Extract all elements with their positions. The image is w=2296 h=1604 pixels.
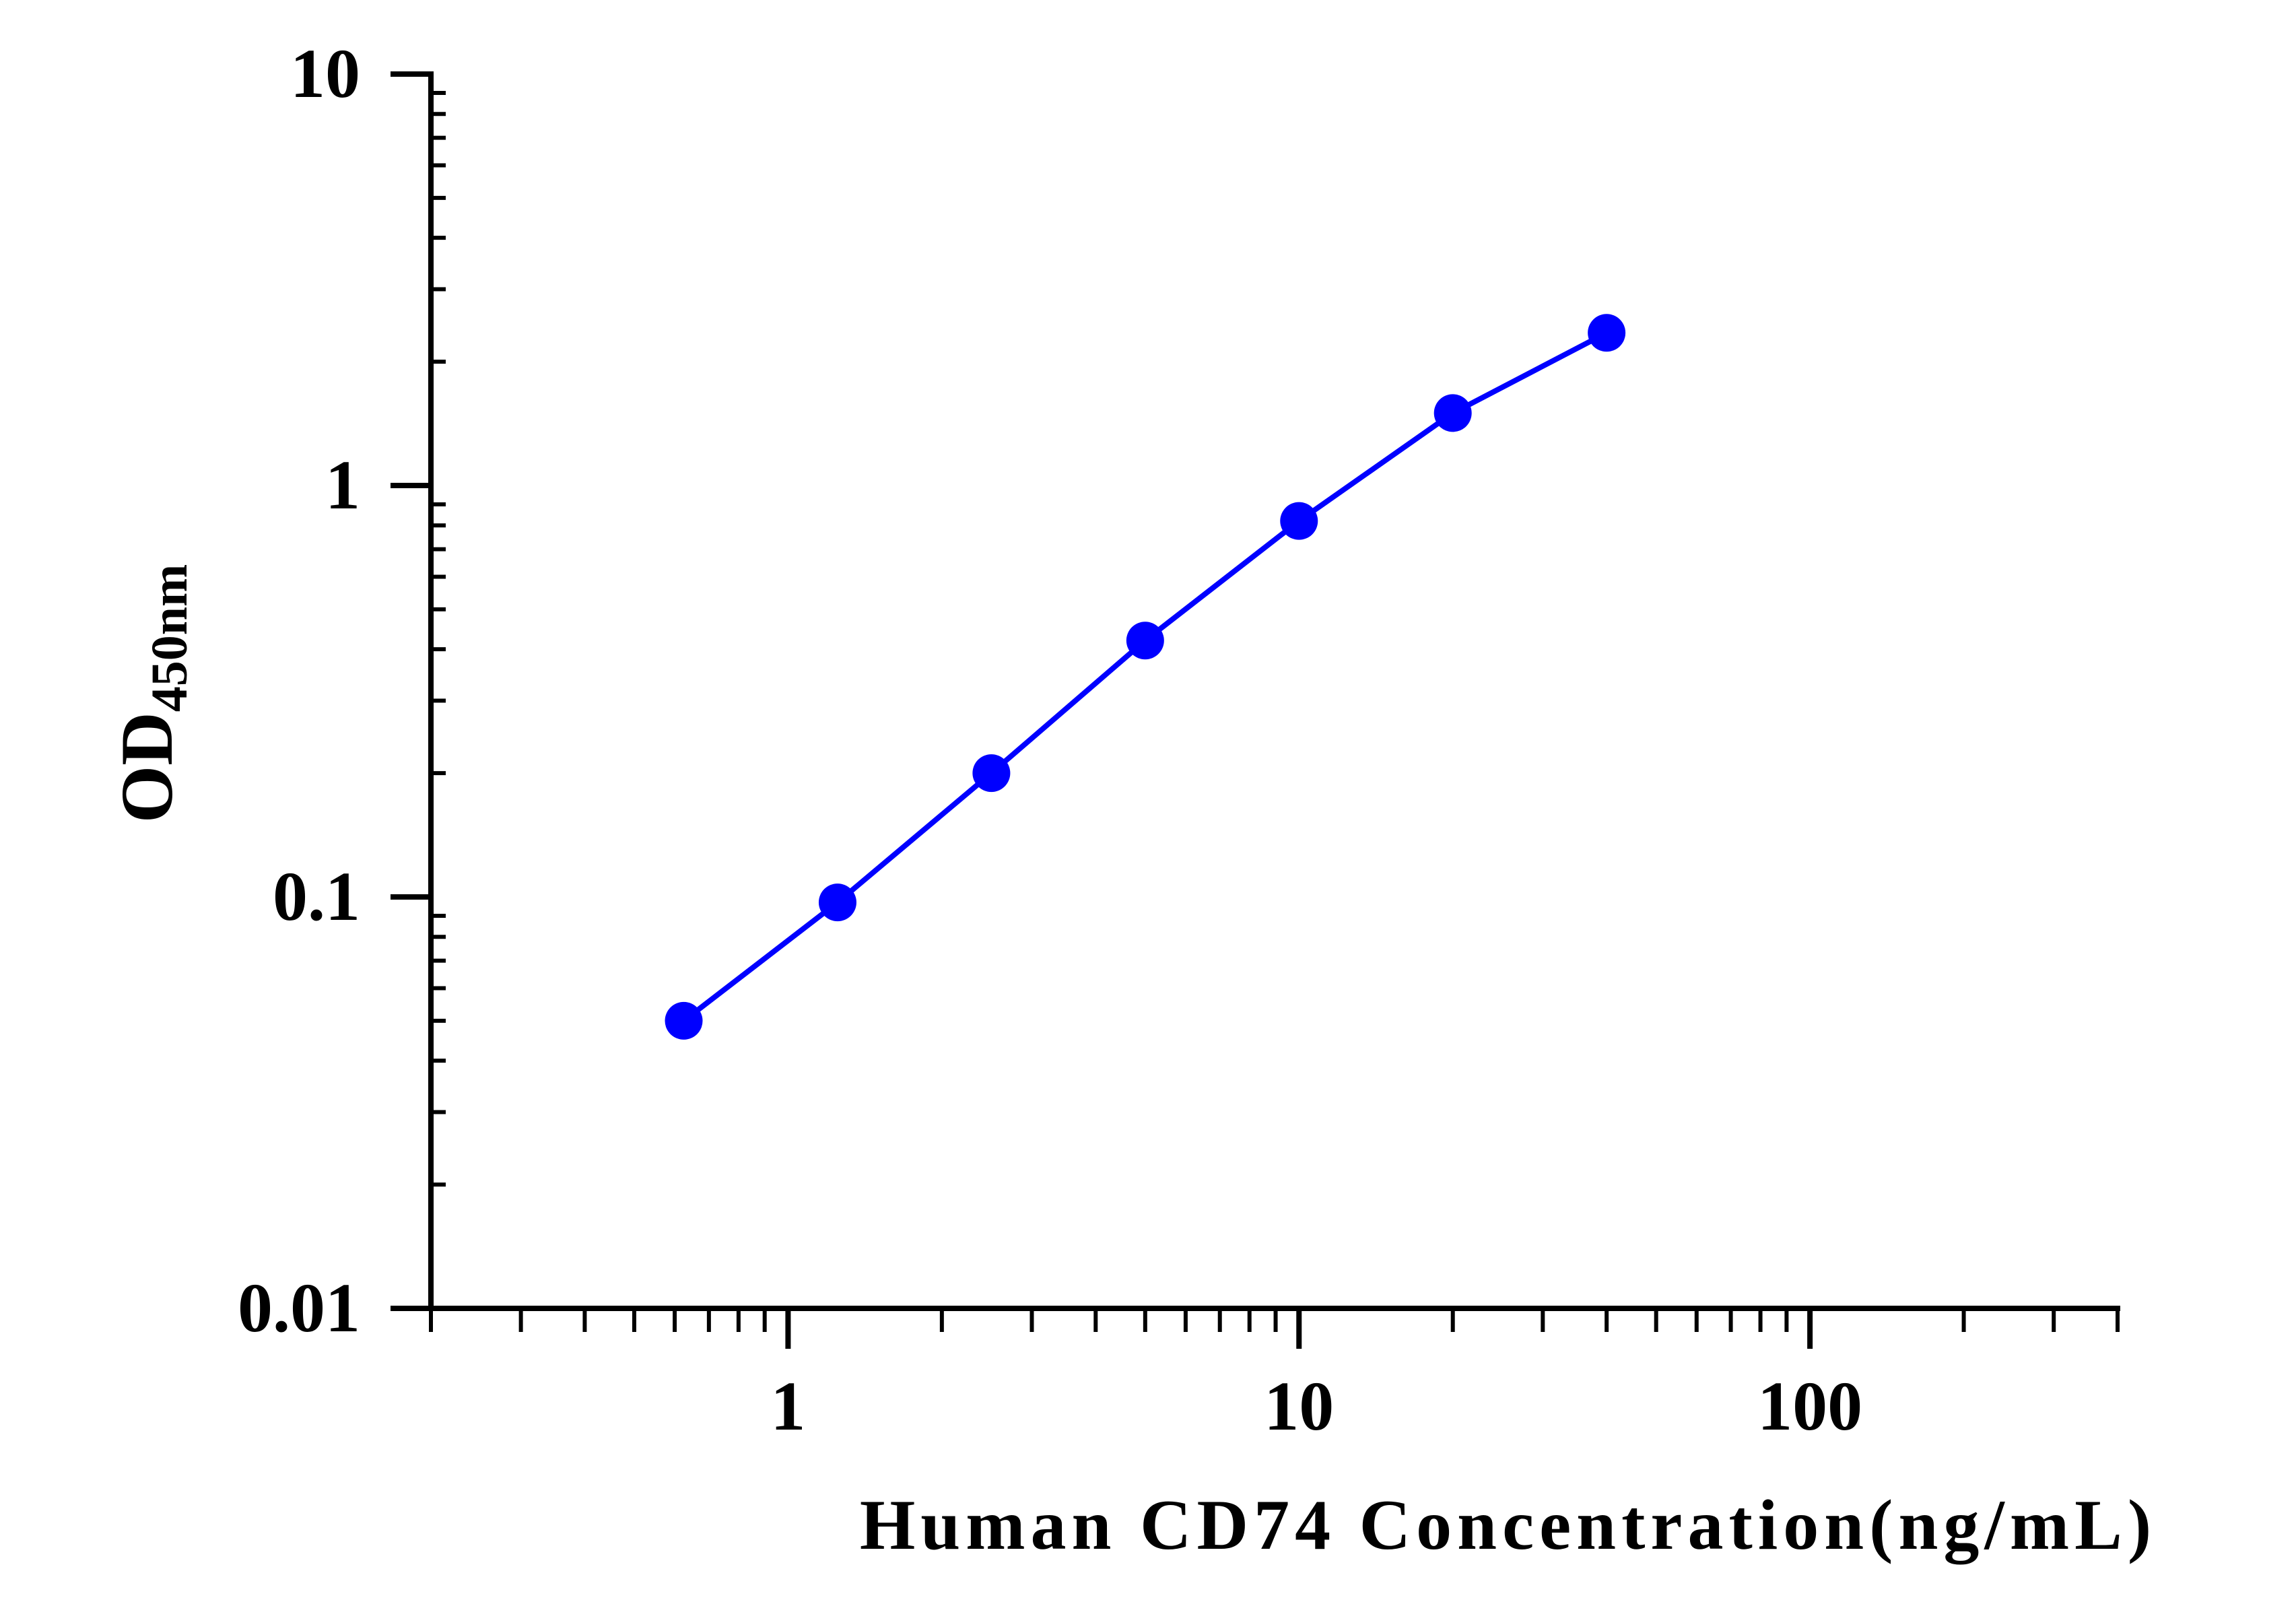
y-axis-title-subscript: 450nm [141, 564, 198, 712]
y-tick-label: 10 [290, 35, 360, 112]
y-axis-title-main: OD [106, 712, 188, 823]
data-point [972, 754, 1011, 793]
y-tick-label: 0.1 [273, 858, 360, 935]
series-layer [665, 314, 1626, 1040]
data-point [665, 1001, 703, 1040]
y-tick-label: 1 [325, 446, 360, 524]
y-tick-label: 0.01 [238, 1269, 360, 1347]
series-line [682, 330, 1608, 1024]
data-point [1280, 502, 1318, 540]
y-axis-title: OD450nm [106, 564, 198, 824]
axes: 0.01 0.1 1 10 1 10 100 [238, 35, 2120, 1445]
data-point [818, 883, 856, 922]
x-axis-title: Human CD74 Concentration(ng/mL) [860, 1485, 2157, 1564]
data-point [1588, 314, 1626, 352]
x-tick-label: 100 [1757, 1368, 1862, 1445]
data-point [1433, 394, 1472, 432]
x-tick-label: 10 [1264, 1368, 1334, 1445]
data-point [1126, 622, 1164, 660]
x-tick-label: 1 [770, 1368, 805, 1445]
